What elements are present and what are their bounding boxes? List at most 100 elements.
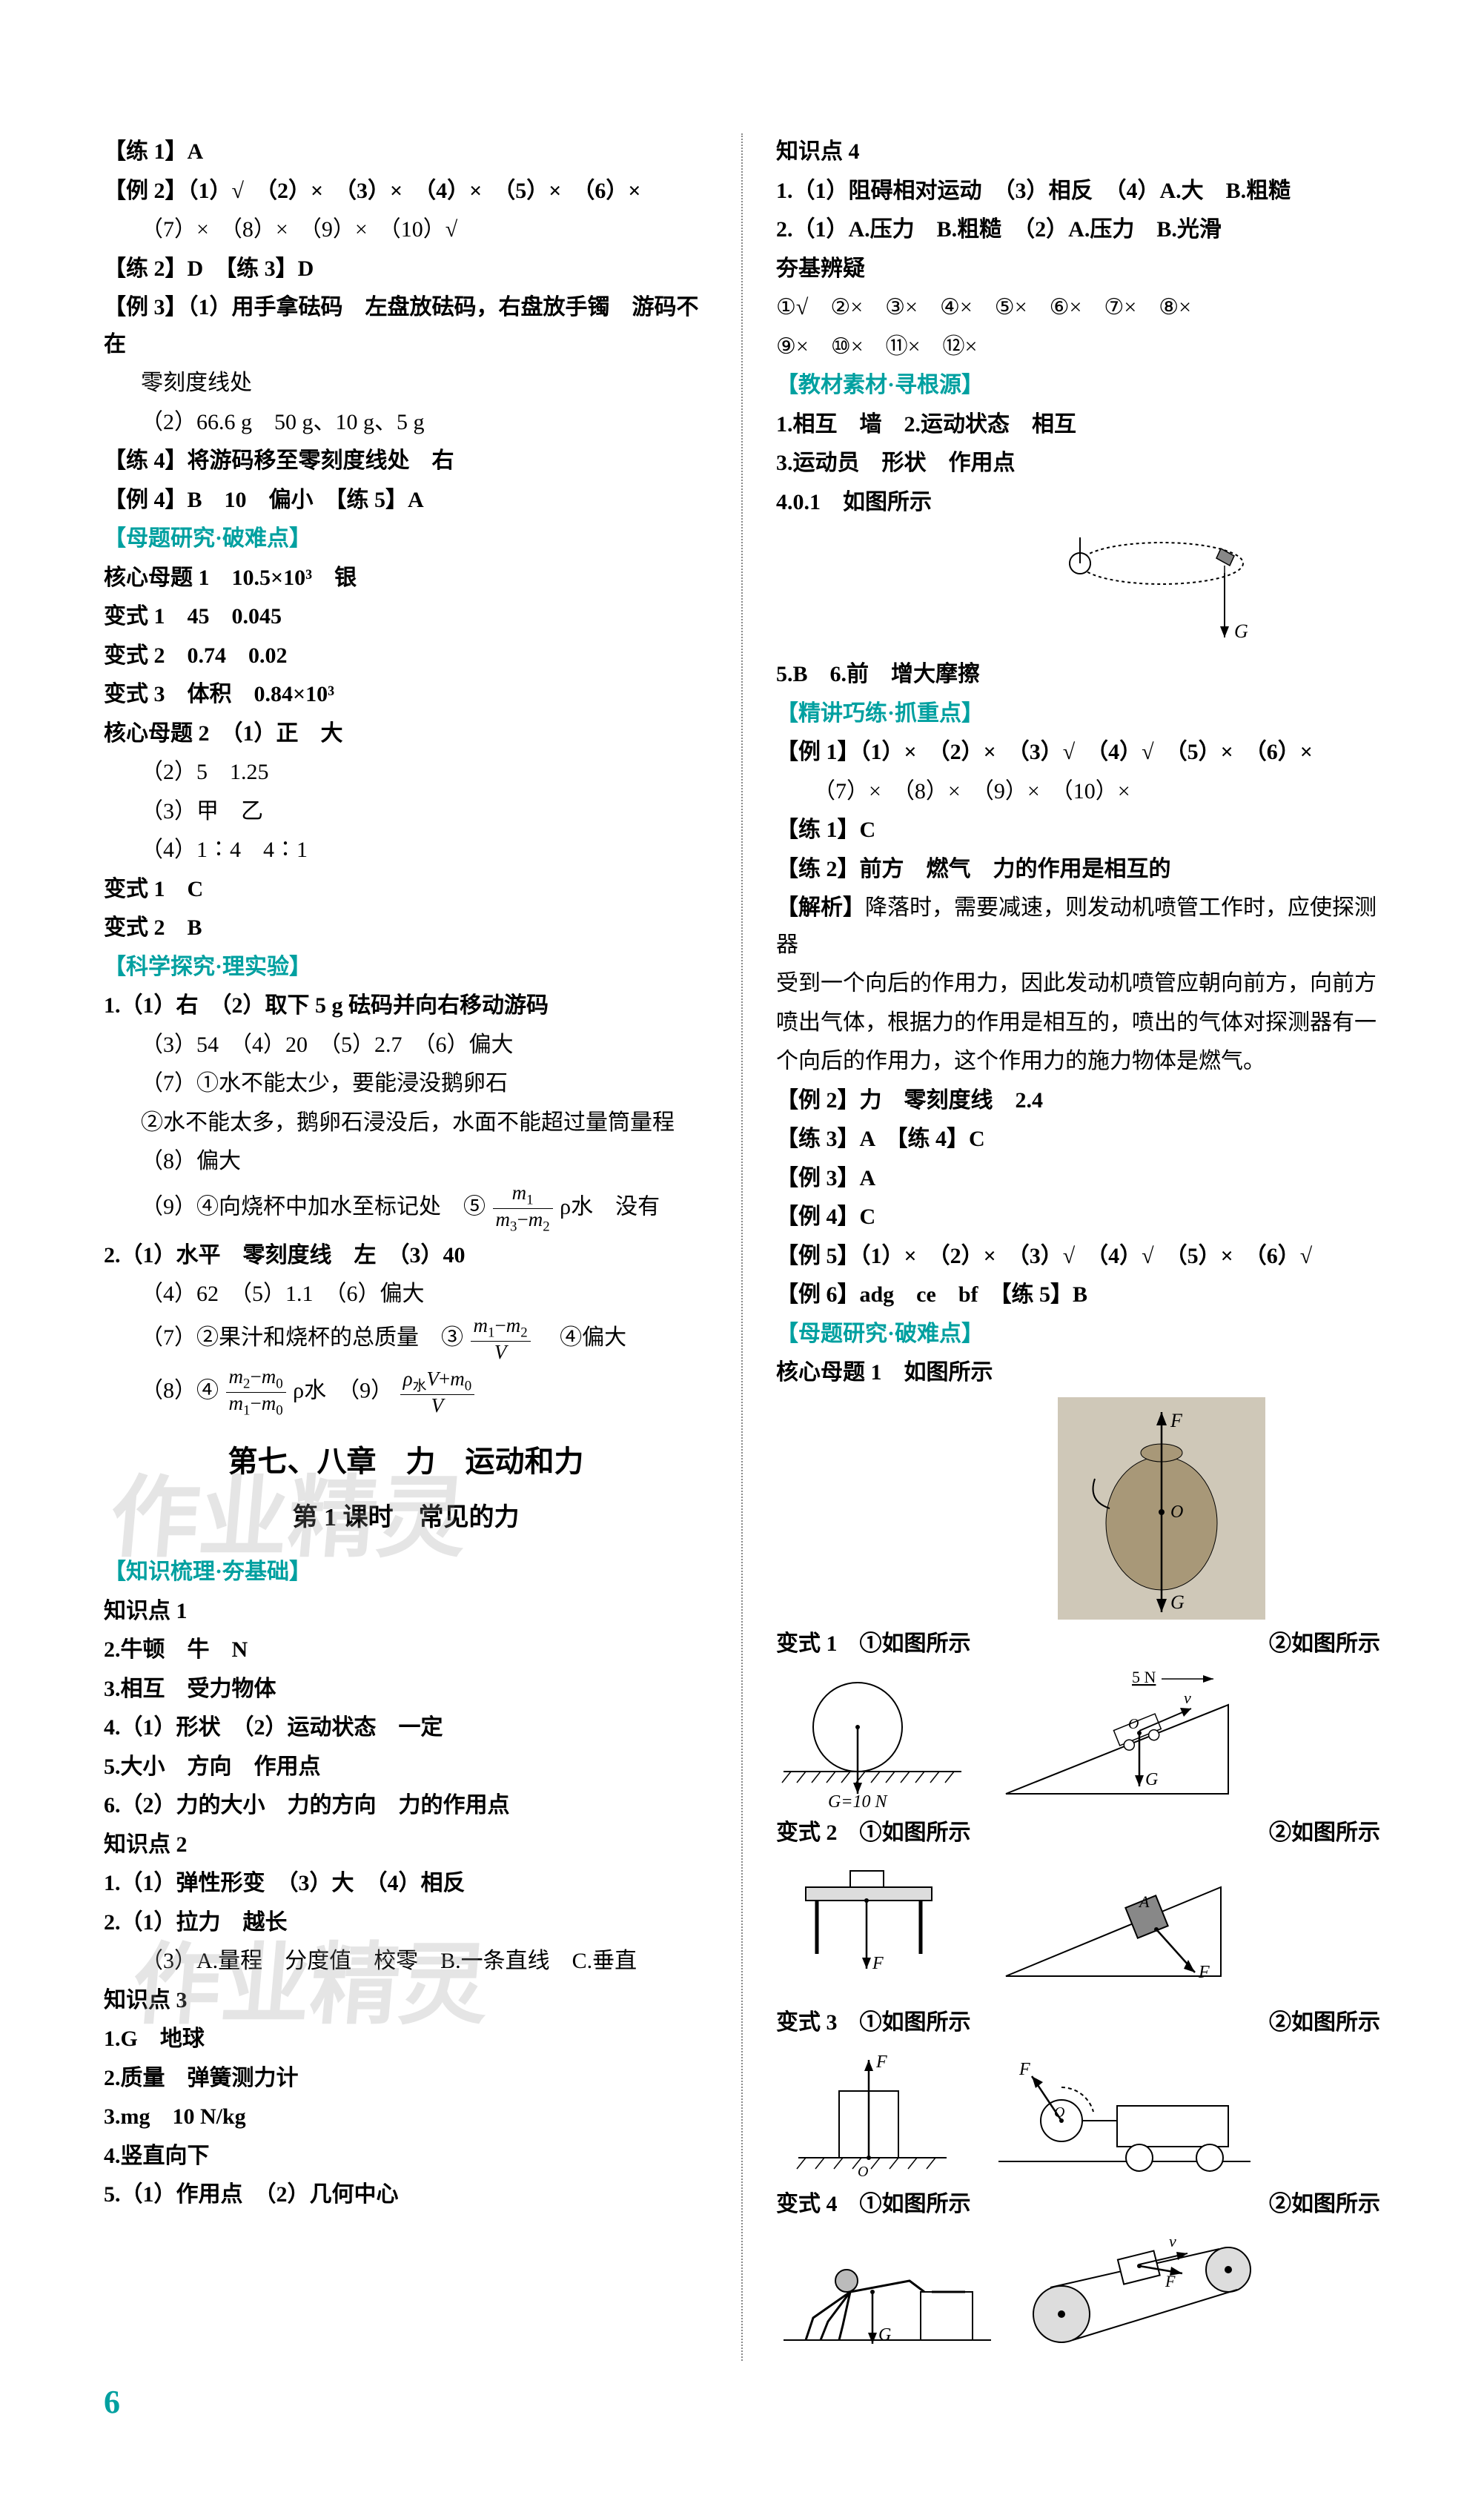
knowledge-point-heading: 知识点 3 — [104, 1982, 708, 2019]
svg-text:G: G — [878, 2325, 891, 2345]
text-line: （3）A.量程 分度值 校零 B.一条直线 C.垂直 — [104, 1943, 708, 1980]
explain-text: 个向后的作用力，这个作用力的施力物体是燃气。 — [776, 1043, 1380, 1080]
text-line: 1.相互 墙 2.运动状态 相互 — [776, 406, 1380, 443]
text-line: 【练 1】A — [104, 133, 708, 170]
fraction: m1m3−m2 — [493, 1182, 553, 1235]
knowledge-point-heading: 知识点 1 — [104, 1593, 708, 1630]
fraction: m1−m2V — [471, 1315, 531, 1364]
svg-text:O: O — [1128, 1716, 1139, 1732]
svg-text:O: O — [1170, 1502, 1183, 1522]
svg-text:F: F — [1170, 1410, 1183, 1431]
text-fragment: ρ水 （9） — [293, 1378, 393, 1402]
knowledge-point-heading: 知识点 4 — [776, 133, 1380, 170]
text-line: （3）54 （4）20 （5）2.7 （6）偏大 — [104, 1027, 708, 1064]
svg-text:F: F — [1198, 1963, 1210, 1982]
text-line: 【例 1】（1）× （2）× （3）√ （4）√ （5）× （6）× — [776, 734, 1380, 771]
text-fragment: ρ水 没有 — [560, 1194, 660, 1219]
text-line: 核心母题 2 （1）正 大 — [104, 715, 708, 752]
text-line: 核心母题 1 如图所示 — [776, 1354, 1380, 1391]
explain-label: 【解析】 — [776, 895, 865, 920]
teapot-svg: F O G — [1058, 1397, 1265, 1620]
text-line: ①√ ②× ③× ④× ⑤× ⑥× ⑦× ⑧× — [776, 289, 1380, 326]
ball-ground-diagram: G=10 N — [776, 1668, 969, 1809]
svg-text:G: G — [1170, 1591, 1185, 1613]
knowledge-point-heading: 知识点 2 — [104, 1826, 708, 1863]
pulley-diagram: G — [1058, 530, 1265, 649]
text-line: 3.相互 受力物体 — [104, 1671, 708, 1708]
variant-label: 变式 4 ①如图所示 — [776, 2186, 971, 2223]
section-heading: 【知识梳理·夯基础】 — [104, 1554, 708, 1591]
text-line: 变式 3 体积 0.84×10³ — [104, 676, 708, 713]
lesson-title: 第 1 课时 常见的力 — [104, 1497, 708, 1539]
diagram-row: 变式 1 ①如图所示 ②如图所示 — [776, 1626, 1380, 1663]
text-line: 【练 2】前方 燃气 力的作用是相互的 — [776, 851, 1380, 888]
text-line: 核心母题 1 10.5×10³ 银 — [104, 560, 708, 597]
text-line: 变式 1 45 0.045 — [104, 598, 708, 635]
text-line: 【例 2】（1）√ （2）× （3）× （4）× （5）× （6）× — [104, 173, 708, 210]
svg-text:G=10 N: G=10 N — [828, 1792, 889, 1809]
text-line: 【例 4】C — [776, 1199, 1380, 1236]
page-container: 【练 1】A 【例 2】（1）√ （2）× （3）× （4）× （5）× （6）… — [104, 133, 1380, 2361]
text-line: （7）× （8）× （9）× （10）√ — [104, 211, 708, 248]
teapot-figure: F O G — [1058, 1397, 1265, 1620]
text-fragment: （7）②果汁和烧杯的总质量 ③ — [141, 1325, 463, 1350]
diagram-row: G=10 N 5 N v O G — [776, 1668, 1380, 1809]
svg-text:F: F — [1018, 2060, 1030, 2079]
text-fragment: （8）④ — [141, 1378, 219, 1402]
text-line: 1.（1）弹性形变 （3）大 （4）相反 — [104, 1865, 708, 1902]
text-line: （4）62 （5）1.1 （6）偏大 — [104, 1276, 708, 1313]
svg-text:O: O — [858, 2164, 868, 2180]
page-number: 6 — [104, 2383, 1380, 2421]
text-line: 变式 2 B — [104, 909, 708, 947]
text-line: 4.（1）形状 （2）运动状态 一定 — [104, 1709, 708, 1746]
section-heading: 【精讲巧练·抓重点】 — [776, 695, 1380, 732]
svg-text:F: F — [872, 1954, 884, 1973]
text-line: 2.牛顿 牛 N — [104, 1631, 708, 1669]
variant-label: ②如图所示 — [1269, 1815, 1380, 1852]
text-line: 1.（1）右 （2）取下 5 g 砝码并向右移动游码 — [104, 987, 708, 1024]
text-line: （2）66.6 g 50 g、10 g、5 g — [104, 404, 708, 441]
section-heading: 【教材素材·寻根源】 — [776, 367, 1380, 404]
diagram-row: G v F — [776, 2229, 1380, 2355]
fraction: ρ水V+m0V — [400, 1368, 475, 1417]
variant-label: ②如图所示 — [1269, 2186, 1380, 2223]
text-line: 1.G 地球 — [104, 2021, 708, 2058]
text-line: 4.竖直向下 — [104, 2138, 708, 2175]
text-line: 2.质量 弹簧测力计 — [104, 2060, 708, 2097]
text-line: ⑨× ⑩× ⑪× ⑫× — [776, 328, 1380, 365]
fraction: m2−m0m1−m0 — [226, 1366, 286, 1419]
text-line: 【例 3】A — [776, 1160, 1380, 1197]
cart-pull-diagram: O F — [991, 2047, 1258, 2180]
svg-text:v: v — [1169, 2232, 1176, 2250]
block-up-diagram: O F — [776, 2047, 969, 2180]
text-line: 2.（1）A.压力 B.粗糙 （2）A.压力 B.光滑 — [776, 211, 1380, 248]
incline-car-diagram: 5 N v O G — [991, 1668, 1243, 1809]
text-line: 变式 2 0.74 0.02 — [104, 637, 708, 675]
text-line: 4.0.1 如图所示 — [776, 484, 1380, 521]
text-line: 5.大小 方向 作用点 — [104, 1749, 708, 1786]
text-line: 3.mg 10 N/kg — [104, 2098, 708, 2136]
variant-label: 变式 2 ①如图所示 — [776, 1815, 971, 1852]
chapter-title: 第七、八章 力 运动和力 — [104, 1437, 708, 1486]
g-label: G — [1234, 620, 1248, 642]
incline-block-diagram: A F — [991, 1858, 1243, 1998]
pulley-svg: G — [1058, 530, 1265, 649]
right-column: 知识点 4 1.（1）阻碍相对运动 （3）相反 （4）A.大 B.粗糙 2.（1… — [776, 133, 1380, 2361]
diagram-row: F A F — [776, 1858, 1380, 1998]
svg-text:5 N: 5 N — [1132, 1668, 1156, 1686]
text-fragment: （9）④向烧杯中加水至标记处 ⑤ — [141, 1194, 486, 1219]
variant-label: 变式 1 ①如图所示 — [776, 1626, 971, 1663]
text-line: （7）× （8）× （9）× （10）× — [776, 773, 1380, 810]
explain-text: 受到一个向后的作用力，因此发动机喷管应朝向前方，向前方 — [776, 965, 1380, 1002]
text-line: （7）①水不能太少，要能浸没鹅卵石 — [104, 1065, 708, 1102]
svg-text:F: F — [1165, 2272, 1176, 2290]
text-line: 2.（1）拉力 越长 — [104, 1904, 708, 1941]
svg-text:A: A — [1138, 1892, 1150, 1911]
formula-line: （8）④ m2−m0m1−m0 ρ水 （9） ρ水V+m0V — [104, 1366, 708, 1419]
variant-label: ②如图所示 — [1269, 2004, 1380, 2041]
svg-text:v: v — [1184, 1689, 1191, 1707]
conveyor-diagram: v F — [1021, 2229, 1258, 2355]
explanation-block: 【解析】降落时，需要减速，则发动机喷管工作时，应使探测器 — [776, 889, 1380, 963]
text-line: 【例 4】B 10 偏小 【练 5】A — [104, 482, 708, 519]
text-line: 【练 1】C — [776, 812, 1380, 849]
